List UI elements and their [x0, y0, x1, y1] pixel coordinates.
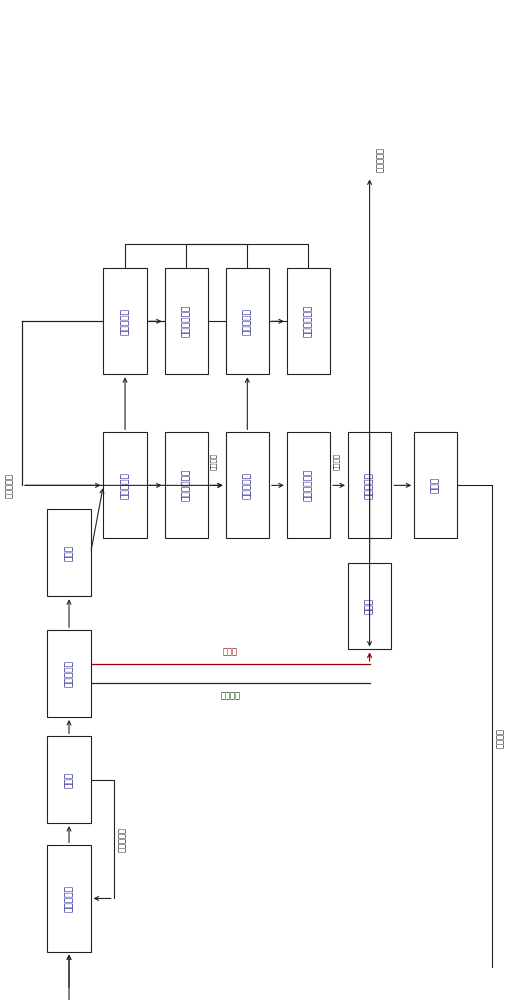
Text: 废气排放: 废气排放	[333, 453, 339, 470]
Bar	[287, 268, 330, 374]
Text: 蒸馏分离器: 蒸馏分离器	[64, 660, 74, 687]
Text: 取料槽: 取料槽	[64, 545, 74, 561]
Text: 回收萃取剂: 回收萃取剂	[5, 473, 14, 498]
Bar	[104, 432, 147, 538]
Bar	[348, 563, 391, 649]
Text: 二次萃取槽: 二次萃取槽	[243, 472, 252, 499]
Text: 废气排放: 废气排放	[210, 453, 217, 470]
Text: 氧化器: 氧化器	[431, 477, 440, 493]
Text: 一真空干燥器: 一真空干燥器	[182, 469, 191, 501]
Text: 一次萃取槽: 一次萃取槽	[121, 472, 130, 499]
Bar	[287, 432, 330, 538]
Text: 蒸馏分离器: 蒸馏分离器	[365, 472, 374, 499]
Bar	[226, 432, 269, 538]
Bar	[226, 268, 269, 374]
Bar	[348, 432, 391, 538]
Text: 一回收溶剂槽: 一回收溶剂槽	[182, 305, 191, 337]
Bar	[47, 509, 91, 596]
Text: 二真空干燥器: 二真空干燥器	[304, 469, 313, 501]
Text: 废液燃烧: 废液燃烧	[220, 691, 240, 700]
Bar	[104, 268, 147, 374]
Text: 一冷凝装置: 一冷凝装置	[121, 308, 130, 335]
Text: 过滤器: 过滤器	[64, 772, 74, 788]
Text: 水蒸气: 水蒸气	[222, 647, 237, 656]
Bar	[47, 845, 91, 952]
Text: 二回收溶剂槽: 二回收溶剂槽	[304, 305, 313, 337]
Bar	[414, 432, 457, 538]
Text: 二冷凝装置: 二冷凝装置	[243, 308, 252, 335]
Bar	[164, 432, 208, 538]
Bar	[47, 630, 91, 717]
Text: 回收催化剂: 回收催化剂	[117, 827, 127, 852]
Bar	[164, 268, 208, 374]
Text: 副产物排放: 副产物排放	[375, 147, 385, 172]
Bar	[47, 736, 91, 823]
Text: 水解反应罐: 水解反应罐	[64, 885, 74, 912]
Text: 冷却器: 冷却器	[365, 598, 374, 614]
Text: 循环母液: 循环母液	[496, 728, 505, 748]
